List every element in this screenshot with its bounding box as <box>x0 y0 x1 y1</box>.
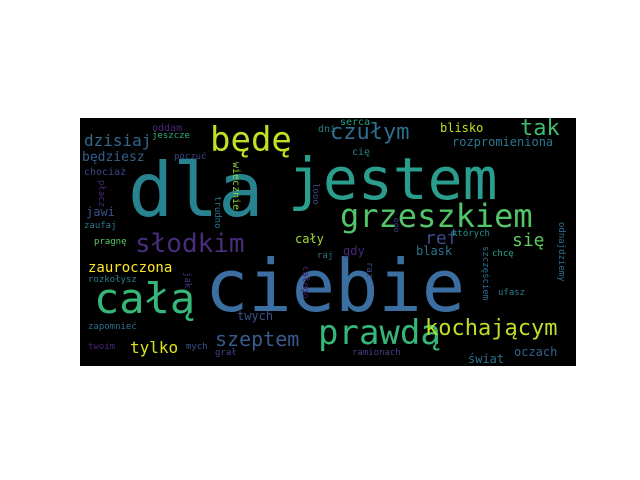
word-50: całego <box>300 266 310 299</box>
word-39: ramionach <box>352 348 401 358</box>
word-42: chcę <box>492 249 514 259</box>
word-4: grzeszkiem <box>340 197 533 235</box>
word-7: słodkim <box>135 229 245 259</box>
word-20: cały <box>295 232 324 246</box>
word-23: twych <box>237 309 274 323</box>
word-34: rozkołysz <box>88 275 137 285</box>
word-37: mych <box>186 342 208 352</box>
word-32: zaufaj <box>84 221 117 231</box>
word-18: blisko <box>440 121 484 135</box>
word-11: tak <box>520 118 560 141</box>
word-45: poczuć <box>174 152 207 162</box>
word-33: pragnę <box>94 237 127 247</box>
word-5: prawdą <box>318 313 441 353</box>
word-38: grał <box>215 348 237 358</box>
word-29: serca <box>340 118 371 128</box>
word-43: ufasz <box>498 288 526 298</box>
word-24: oczach <box>514 345 558 359</box>
word-0: dla <box>128 146 264 234</box>
word-51: jak <box>182 272 192 289</box>
word-36: twoim <box>88 342 116 352</box>
word-31: chociaż <box>84 167 127 178</box>
word-19: rozpromieniona <box>452 135 554 149</box>
word-47: wiecznie <box>230 162 241 211</box>
word-25: świat <box>468 352 505 366</box>
word-41: których <box>452 229 490 239</box>
word-46: płacz <box>96 180 106 208</box>
word-14: dzisiaj <box>84 131 152 150</box>
word-21: gdy <box>343 244 365 258</box>
word-13: ref <box>425 228 458 249</box>
word-10: czułym <box>330 120 410 145</box>
word-2: ciebie <box>205 244 466 328</box>
word-27: oddam <box>152 123 183 134</box>
word-1: jestem <box>288 145 498 213</box>
word-53: szczęściem <box>480 246 490 301</box>
word-28: dni <box>318 124 337 135</box>
word-15: będziesz <box>82 150 145 165</box>
word-6: będę <box>210 120 292 160</box>
word-54: odnajdziemy <box>556 222 566 282</box>
word-cloud: dla jestem ciebie całą grzeszkiem prawdą będę s… <box>80 118 576 366</box>
word-8: kochającym <box>425 316 558 341</box>
word-30: cię <box>352 147 371 158</box>
word-49: looo <box>310 183 320 205</box>
word-48: trudno <box>212 196 222 229</box>
word-26: jawi <box>86 205 115 219</box>
word-3: całą <box>94 274 196 323</box>
word-44: jeszcze <box>152 131 190 141</box>
word-55: ooo <box>392 218 401 233</box>
word-22: blask <box>416 244 453 258</box>
word-52: raz <box>364 262 374 279</box>
word-17: tylko <box>130 338 179 357</box>
word-35: zapomnieć <box>88 322 137 332</box>
word-16: zauroczona <box>88 260 173 276</box>
word-12: się <box>512 230 545 251</box>
word-40: raj <box>317 251 334 261</box>
word-9: szeptem <box>215 327 300 351</box>
